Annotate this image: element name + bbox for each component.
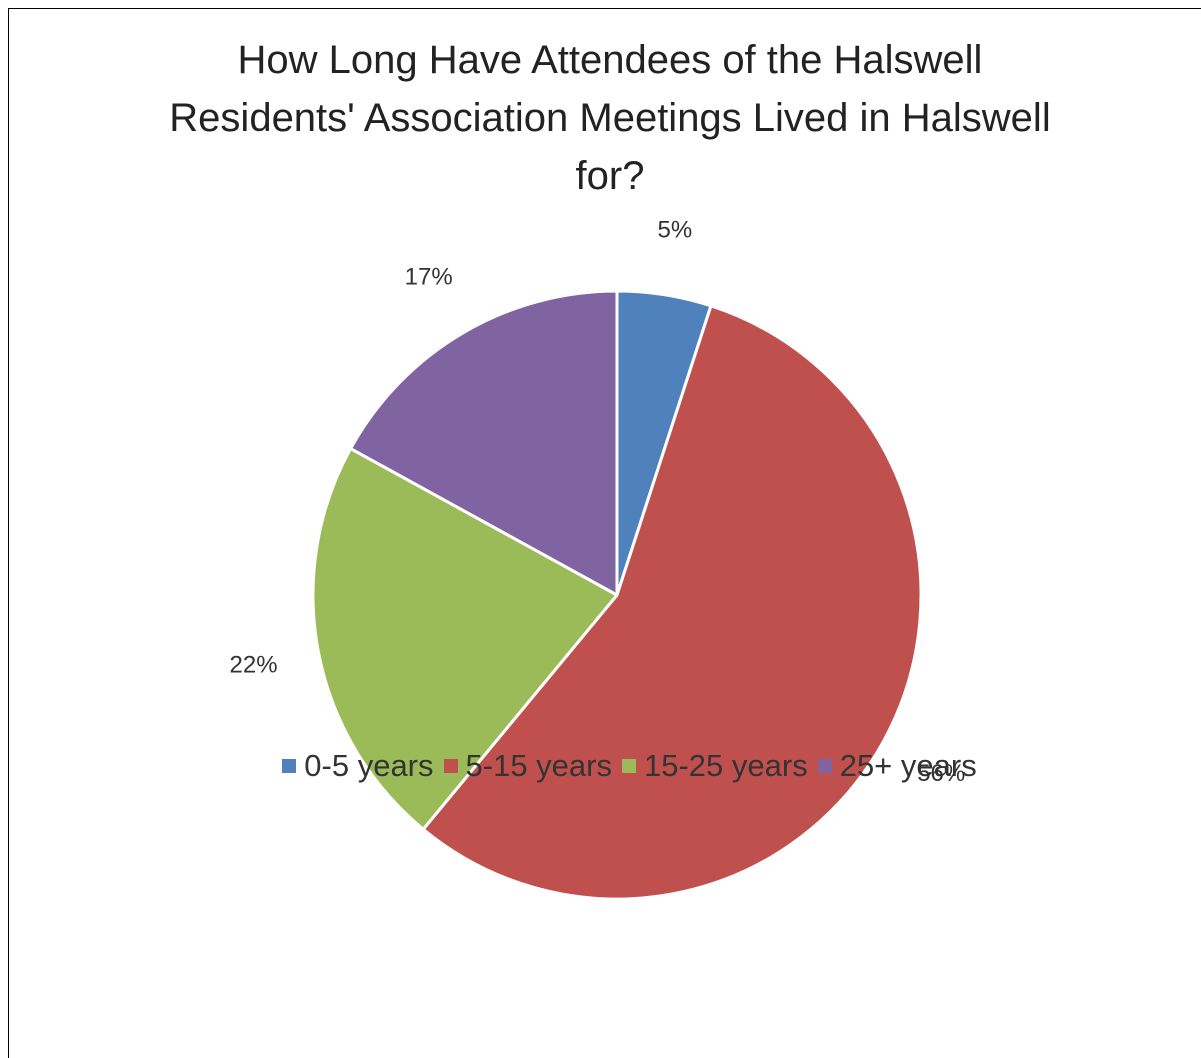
legend-label: 5-15 years: [465, 748, 612, 783]
legend: 0-5 years 5-15 years 15-25 years 25+ years: [0, 748, 1201, 784]
legend-item-5-15-years: 5-15 years: [443, 748, 612, 784]
legend-swatch: [817, 759, 832, 773]
legend-swatch: [621, 759, 636, 773]
data-label-0-5-years: 5%: [658, 217, 693, 244]
pie-slice-15-25-years: [311, 447, 619, 831]
legend-swatch: [282, 759, 297, 773]
legend-label: 0-5 years: [304, 748, 434, 783]
legend-item-0-5-years: 0-5 years: [282, 748, 434, 784]
chart-title: How Long Have Attendees of the Halswell …: [169, 38, 1051, 198]
legend-label: 25+ years: [839, 748, 977, 783]
data-label-25-years: 17%: [405, 264, 453, 291]
legend-item-15-25-years: 15-25 years: [621, 748, 808, 784]
data-label-5-15-years: 56%: [917, 760, 965, 787]
legend-label: 15-25 years: [643, 748, 808, 783]
legend-swatch: [443, 759, 458, 773]
data-label-15-25-years: 22%: [230, 651, 278, 678]
pie-slice-5-15-years: [421, 304, 923, 901]
legend-item-25-years: 25+ years: [817, 748, 977, 784]
pie-slice-25-years: [349, 289, 619, 597]
